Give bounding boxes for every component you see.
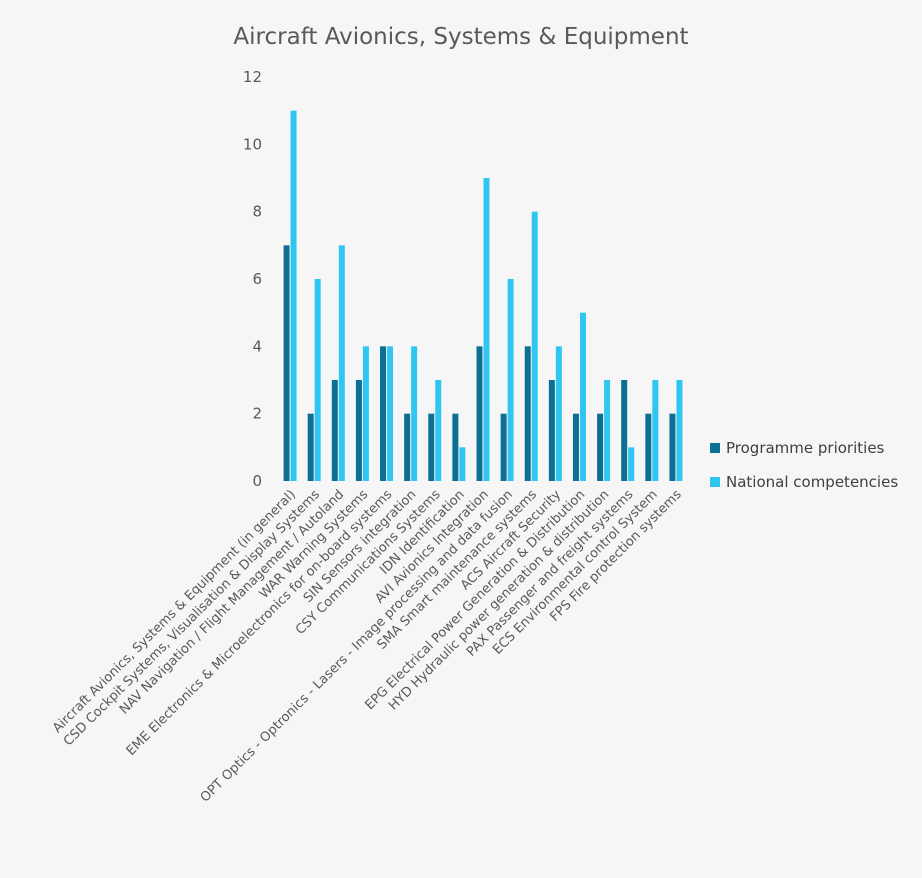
bar-national-competencies xyxy=(435,380,442,481)
bar-programme-priorities xyxy=(572,413,579,481)
bar-national-competencies xyxy=(628,447,635,481)
bar-national-competencies xyxy=(338,245,345,481)
bar-national-competencies xyxy=(411,346,418,481)
legend-label: National competencies xyxy=(726,473,898,491)
bar-programme-priorities xyxy=(355,380,362,481)
y-tick-label: 10 xyxy=(243,135,262,153)
bar-programme-priorities xyxy=(331,380,338,481)
bar-programme-priorities xyxy=(283,245,290,481)
bar-programme-priorities xyxy=(307,413,314,481)
bar-national-competencies xyxy=(676,380,683,481)
y-tick-label: 4 xyxy=(252,337,262,355)
bar-programme-priorities xyxy=(500,413,507,481)
y-axis: 0 2 4 6 8 10 12 xyxy=(243,68,262,490)
bar-programme-priorities xyxy=(452,413,459,481)
bar-national-competencies xyxy=(483,178,490,481)
bar-national-competencies xyxy=(290,110,297,482)
bar-national-competencies xyxy=(531,211,538,481)
bar-programme-priorities xyxy=(669,413,676,481)
bar-national-competencies xyxy=(507,279,514,481)
bar-programme-priorities xyxy=(621,380,628,481)
legend-swatch xyxy=(710,443,720,453)
legend-swatch xyxy=(710,477,720,487)
legend-label: Programme priorities xyxy=(726,439,885,457)
bar-national-competencies xyxy=(459,447,466,481)
bar-national-competencies xyxy=(604,380,611,481)
bars-group xyxy=(283,110,683,482)
chart-title: Aircraft Avionics, Systems & Equipment xyxy=(233,24,688,50)
bar-programme-priorities xyxy=(597,413,604,481)
bar-national-competencies xyxy=(555,346,562,481)
bar-national-competencies xyxy=(314,279,321,481)
bar-programme-priorities xyxy=(428,413,435,481)
y-tick-label: 0 xyxy=(252,472,262,490)
y-tick-label: 6 xyxy=(252,270,262,288)
y-tick-label: 12 xyxy=(243,68,262,86)
bar-programme-priorities xyxy=(645,413,652,481)
bar-programme-priorities xyxy=(548,380,555,481)
bar-national-competencies xyxy=(579,312,586,481)
y-tick-label: 8 xyxy=(252,203,262,221)
bar-programme-priorities xyxy=(380,346,387,481)
bar-national-competencies xyxy=(362,346,369,481)
bar-national-competencies xyxy=(652,380,659,481)
bar-programme-priorities xyxy=(524,346,531,481)
bar-programme-priorities xyxy=(476,346,483,481)
bar-national-competencies xyxy=(387,346,394,481)
bar-programme-priorities xyxy=(404,413,411,481)
y-tick-label: 2 xyxy=(252,405,262,423)
legend: Programme priorities National competencie… xyxy=(710,439,898,491)
